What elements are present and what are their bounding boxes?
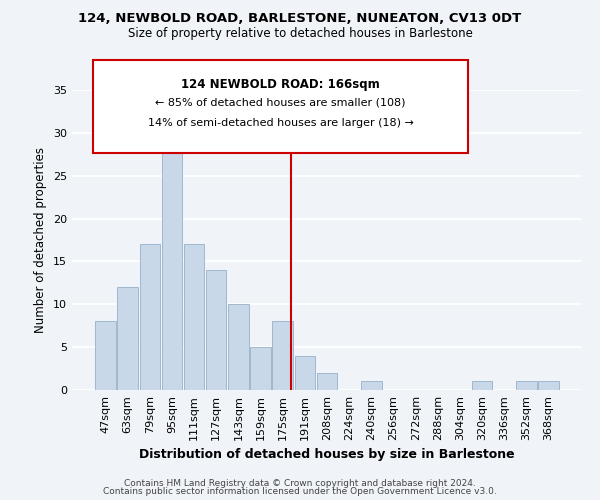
Text: ← 85% of detached houses are smaller (108): ← 85% of detached houses are smaller (10… bbox=[155, 98, 406, 108]
Bar bbox=[516, 382, 536, 390]
Text: Contains public sector information licensed under the Open Government Licence v3: Contains public sector information licen… bbox=[103, 487, 497, 496]
Bar bbox=[161, 150, 182, 390]
Bar bbox=[472, 382, 493, 390]
Bar bbox=[317, 373, 337, 390]
Bar bbox=[295, 356, 315, 390]
Bar bbox=[95, 322, 116, 390]
Bar bbox=[250, 347, 271, 390]
Text: 14% of semi-detached houses are larger (18) →: 14% of semi-detached houses are larger (… bbox=[148, 118, 413, 128]
X-axis label: Distribution of detached houses by size in Barlestone: Distribution of detached houses by size … bbox=[139, 448, 515, 462]
Text: Contains HM Land Registry data © Crown copyright and database right 2024.: Contains HM Land Registry data © Crown c… bbox=[124, 478, 476, 488]
Bar bbox=[361, 382, 382, 390]
Text: Size of property relative to detached houses in Barlestone: Size of property relative to detached ho… bbox=[128, 28, 472, 40]
Text: 124, NEWBOLD ROAD, BARLESTONE, NUNEATON, CV13 0DT: 124, NEWBOLD ROAD, BARLESTONE, NUNEATON,… bbox=[79, 12, 521, 26]
Bar bbox=[206, 270, 226, 390]
Bar bbox=[228, 304, 248, 390]
Bar bbox=[184, 244, 204, 390]
Bar bbox=[538, 382, 559, 390]
Bar bbox=[140, 244, 160, 390]
Bar bbox=[118, 287, 138, 390]
Bar bbox=[272, 322, 293, 390]
Y-axis label: Number of detached properties: Number of detached properties bbox=[34, 147, 47, 333]
Text: 124 NEWBOLD ROAD: 166sqm: 124 NEWBOLD ROAD: 166sqm bbox=[181, 78, 380, 90]
